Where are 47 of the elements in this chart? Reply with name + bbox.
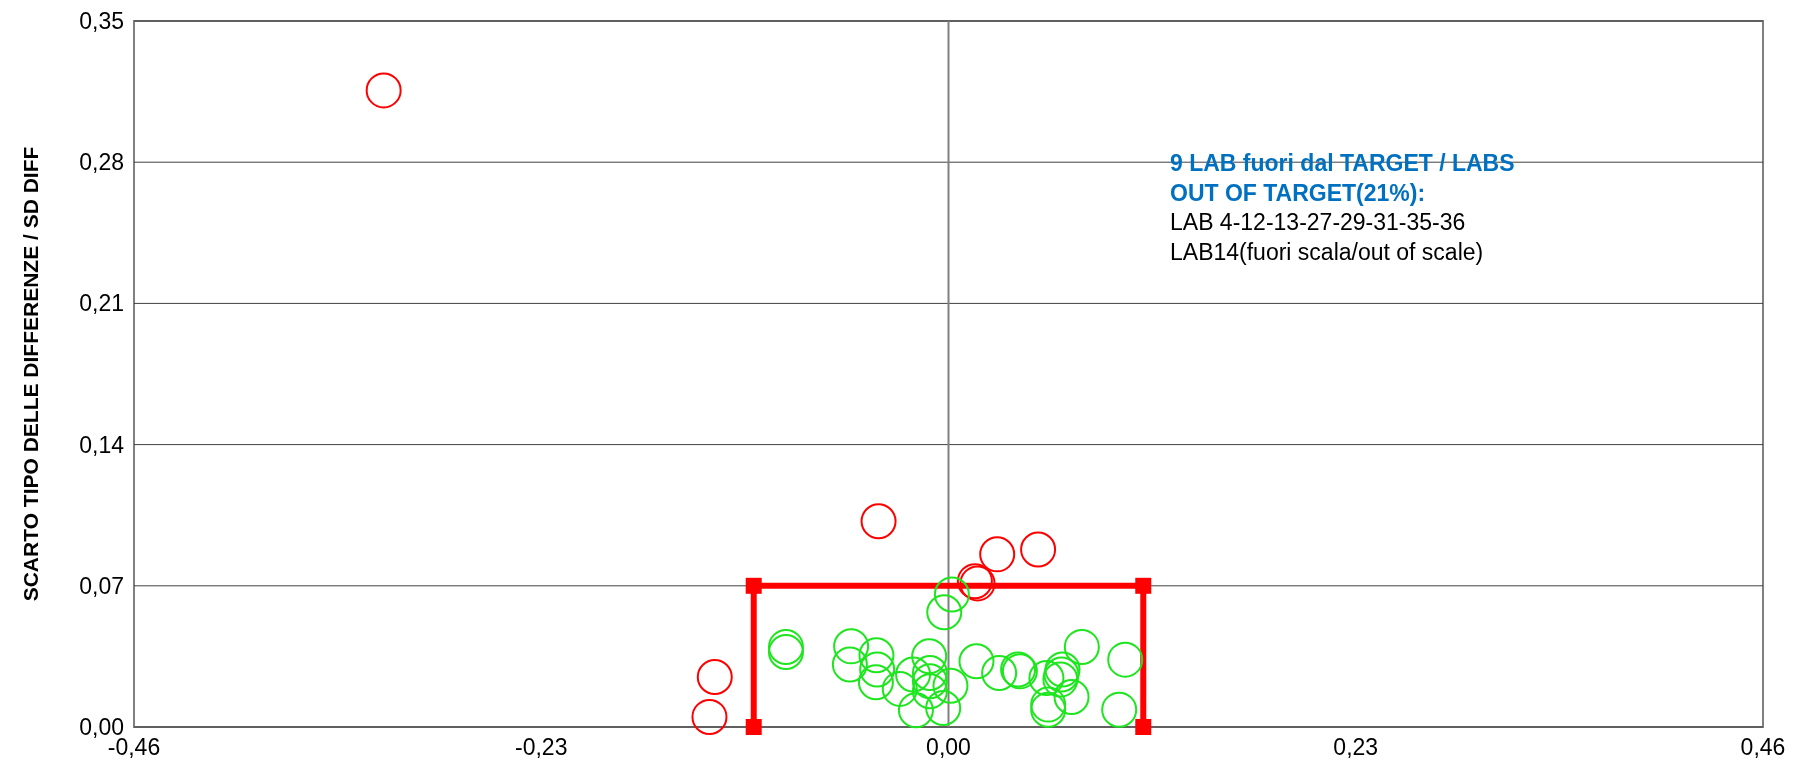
- point: [1020, 531, 1057, 568]
- point: [911, 654, 948, 691]
- annotation: LAB14(fuori scala/out of scale): [1170, 238, 1484, 265]
- x-tick-label: 0,00: [926, 734, 971, 760]
- point: [1107, 641, 1144, 678]
- point: [932, 667, 969, 704]
- point: [979, 536, 1016, 573]
- annotation: LAB 4-12-13-27-29-31-35-36: [1170, 209, 1466, 235]
- point: [1135, 719, 1152, 735]
- annotation: 9 LAB fuori dal TARGET / LABS: [1170, 150, 1515, 176]
- point: [911, 663, 948, 700]
- point: [895, 656, 932, 693]
- y-tick-label: 0,28: [79, 149, 124, 176]
- point: [881, 670, 918, 707]
- point: [831, 646, 868, 683]
- point: [833, 628, 870, 665]
- point: [860, 503, 897, 540]
- point: [745, 577, 762, 594]
- point: [1135, 577, 1152, 594]
- y-tick-label: 0,21: [79, 290, 124, 317]
- point: [897, 692, 934, 729]
- x-tick-label: -0,23: [515, 734, 568, 760]
- y-tick-label: 0,07: [79, 572, 124, 599]
- point: [958, 643, 995, 680]
- point: [691, 698, 728, 735]
- point: [857, 664, 894, 701]
- annotation: OUT OF TARGET(21%):: [1170, 179, 1426, 206]
- y-tick-label: 0,14: [79, 431, 125, 458]
- point: [1101, 691, 1138, 728]
- x-tick-label: 0,23: [1333, 734, 1379, 760]
- point: [1063, 628, 1100, 665]
- point: [745, 719, 762, 735]
- point: [911, 638, 948, 675]
- point: [858, 637, 895, 674]
- y-tick-label: 0,35: [79, 8, 124, 35]
- point: [1053, 678, 1090, 715]
- point: [981, 654, 1018, 691]
- point: [859, 651, 896, 688]
- point: [365, 72, 402, 109]
- point: [925, 690, 962, 727]
- point: [911, 673, 948, 710]
- x-tick-label: 0,46: [1740, 734, 1786, 760]
- point: [696, 658, 733, 695]
- y-axis-title: SCARTO TIPO DELLE DIFFERENZE / SD DIFF: [19, 146, 42, 602]
- point: [1028, 659, 1065, 696]
- point: [926, 594, 963, 631]
- point: [933, 576, 970, 613]
